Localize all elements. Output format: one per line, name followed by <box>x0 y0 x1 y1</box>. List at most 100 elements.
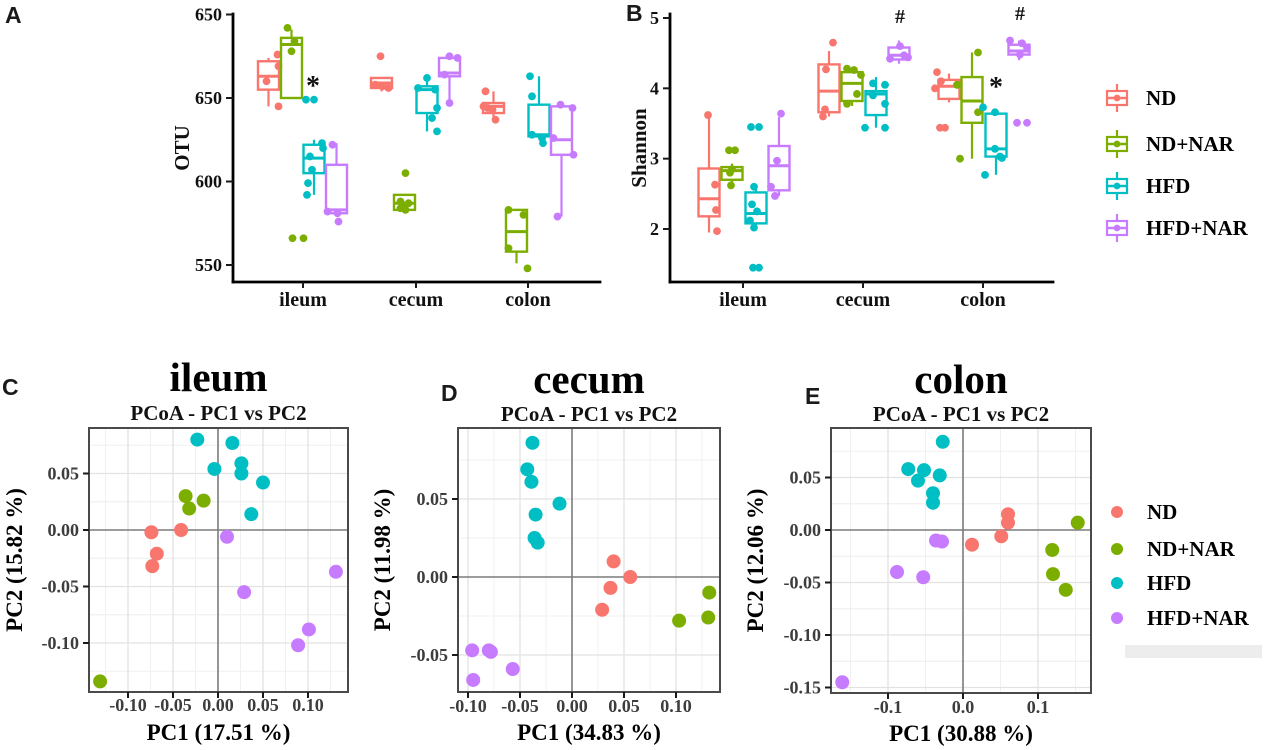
dot-icon <box>1111 612 1123 624</box>
data-point <box>234 456 249 471</box>
data-point <box>1058 582 1073 597</box>
data-point <box>328 140 337 149</box>
y-tick-label: -0.05 <box>42 577 80 597</box>
data-point <box>991 144 999 153</box>
panel-letter-b: B <box>626 0 643 26</box>
data-point <box>431 85 439 94</box>
data-point <box>287 47 296 56</box>
data-point <box>528 92 536 101</box>
x-tick-label: 0.00 <box>202 695 234 715</box>
box-cecum-HFD <box>414 74 441 136</box>
y-tick-label: 0.05 <box>417 489 449 509</box>
scatter-points-HFD <box>190 432 270 522</box>
data-point <box>1070 515 1085 530</box>
dot-icon <box>1111 577 1123 589</box>
data-point <box>523 264 532 273</box>
data-point <box>308 165 316 174</box>
data-point <box>530 535 545 550</box>
scatter-points-HFD+NAR <box>220 529 343 653</box>
box-colon-ND+NAR <box>504 205 532 273</box>
y-tick-label: -0.15 <box>784 678 822 698</box>
data-point <box>704 111 712 119</box>
data-point <box>771 192 779 200</box>
x-tick-label: 0.05 <box>247 695 279 715</box>
panel-subtitle: PCoA - PC1 vs PC2 <box>501 402 677 426</box>
data-point <box>991 108 999 117</box>
data-point <box>932 468 947 483</box>
box-colon-ND+NAR <box>953 48 984 163</box>
data-point <box>376 52 385 61</box>
data-point <box>244 507 259 522</box>
box-cecum-HFD+NAR <box>886 40 912 64</box>
box-colon-HFD+NAR <box>1006 36 1031 127</box>
data-point <box>881 80 889 89</box>
data-point <box>672 613 687 628</box>
data-point <box>256 475 270 490</box>
x-tick-label: 0.10 <box>660 696 692 716</box>
data-point <box>304 179 312 188</box>
x-tick-label: -0.05 <box>501 696 539 716</box>
scatter-points-ND+NAR <box>93 489 211 689</box>
data-point <box>935 534 949 549</box>
legend-label: ND <box>1147 499 1178 524</box>
data-point <box>288 234 297 243</box>
data-point <box>916 570 931 585</box>
data-point <box>843 64 851 73</box>
y-tick-label: 600 <box>195 172 222 192</box>
data-point <box>822 65 830 74</box>
data-point <box>525 435 540 450</box>
data-point <box>994 529 1009 544</box>
scatter-points-HFD+NAR <box>465 643 520 687</box>
data-point <box>829 38 837 47</box>
panel-A-boxplot: 650 650 600 550 ileum cecum colon OTU * <box>170 5 602 311</box>
data-point <box>956 154 964 163</box>
y-axis-title: OTU <box>170 125 194 171</box>
box-ileum-ND+NAR <box>279 23 308 243</box>
data-point <box>753 207 761 216</box>
data-point <box>901 462 916 477</box>
data-point <box>1046 567 1060 582</box>
x-tick-label: -0.1 <box>874 697 903 717</box>
data-point <box>428 114 436 122</box>
data-point <box>881 99 889 108</box>
x-category-label: ileum <box>279 289 327 311</box>
data-point <box>850 66 858 74</box>
data-point <box>890 565 904 579</box>
data-point <box>931 84 939 93</box>
data-point <box>505 662 520 677</box>
data-point <box>453 54 462 62</box>
dot-icon <box>1111 543 1123 555</box>
legend-label: HFD+NAR <box>1147 605 1249 630</box>
boxplot-glyph-icon <box>1105 214 1129 242</box>
legend-item-hfd-nar: HFD+NAR <box>1111 605 1249 631</box>
data-point <box>178 489 193 504</box>
y-tick-label: 0.05 <box>790 468 822 488</box>
panel-title: ileum <box>170 354 268 400</box>
x-category-label: cecum <box>389 289 444 311</box>
data-point <box>144 525 159 540</box>
dot-icon <box>1111 506 1123 518</box>
data-point <box>488 105 497 114</box>
data-point <box>773 156 781 165</box>
data-point <box>750 182 758 191</box>
data-point <box>291 638 306 653</box>
data-point <box>234 466 249 481</box>
data-point <box>524 474 539 489</box>
y-tick-label: -0.05 <box>411 645 449 665</box>
significance-marker: * <box>989 72 1003 103</box>
data-point <box>749 263 757 272</box>
data-point <box>519 211 528 219</box>
y-tick-label: -0.10 <box>42 633 80 653</box>
x-tick-label: -0.10 <box>109 695 147 715</box>
data-point <box>556 100 565 109</box>
data-point <box>290 37 299 46</box>
x-tick-label: -0.05 <box>154 695 192 715</box>
data-point <box>748 200 756 209</box>
data-point <box>755 123 763 131</box>
data-point <box>974 48 982 57</box>
panel-subtitle: PCoA - PC1 vs PC2 <box>130 401 306 425</box>
data-point <box>727 181 735 190</box>
data-point <box>262 77 271 86</box>
legend-item-hfd-nar: HFD+NAR <box>1104 211 1248 245</box>
